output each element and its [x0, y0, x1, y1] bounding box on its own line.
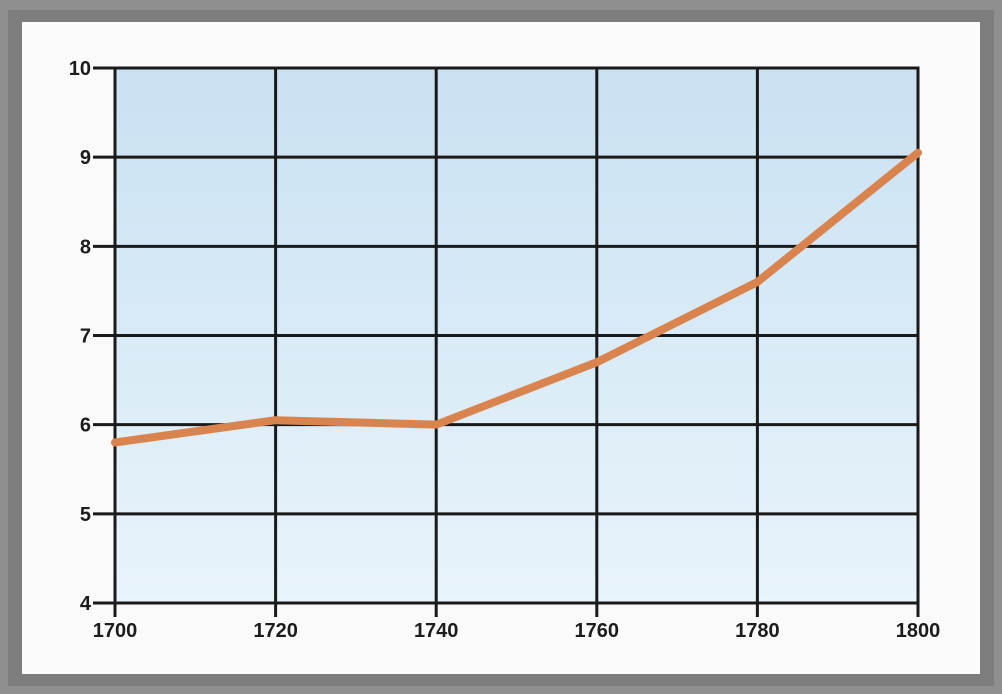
series-line-0	[111, 148, 922, 447]
x-tick-label: 1780	[735, 620, 780, 642]
y-tick-label: 7	[80, 326, 91, 348]
y-tick-label: 9	[80, 147, 91, 169]
data-point	[433, 421, 440, 428]
tick-labels: 4 5 6 7 8 9 10 1700 1720 1740 1760 1780 1800	[69, 58, 941, 642]
y-tick-label: 8	[80, 236, 91, 258]
x-tick-label: 1740	[414, 620, 459, 642]
x-tick-label: 1760	[575, 620, 620, 642]
y-tick-label: 4	[80, 593, 92, 615]
data-point	[112, 439, 118, 446]
series	[111, 148, 922, 447]
grid	[93, 66, 920, 617]
y-tick-label: 10	[69, 58, 91, 80]
data-point	[754, 279, 761, 285]
data-point	[272, 417, 279, 424]
plot-border	[113, 66, 920, 605]
data-point	[915, 149, 921, 156]
data-point	[593, 359, 600, 366]
x-tick-label: 1720	[253, 620, 298, 642]
x-tick-label: 1800	[896, 620, 941, 642]
x-tick-label: 1700	[93, 620, 138, 642]
y-tick-label: 5	[80, 504, 91, 526]
y-tick-label: 6	[80, 415, 91, 437]
